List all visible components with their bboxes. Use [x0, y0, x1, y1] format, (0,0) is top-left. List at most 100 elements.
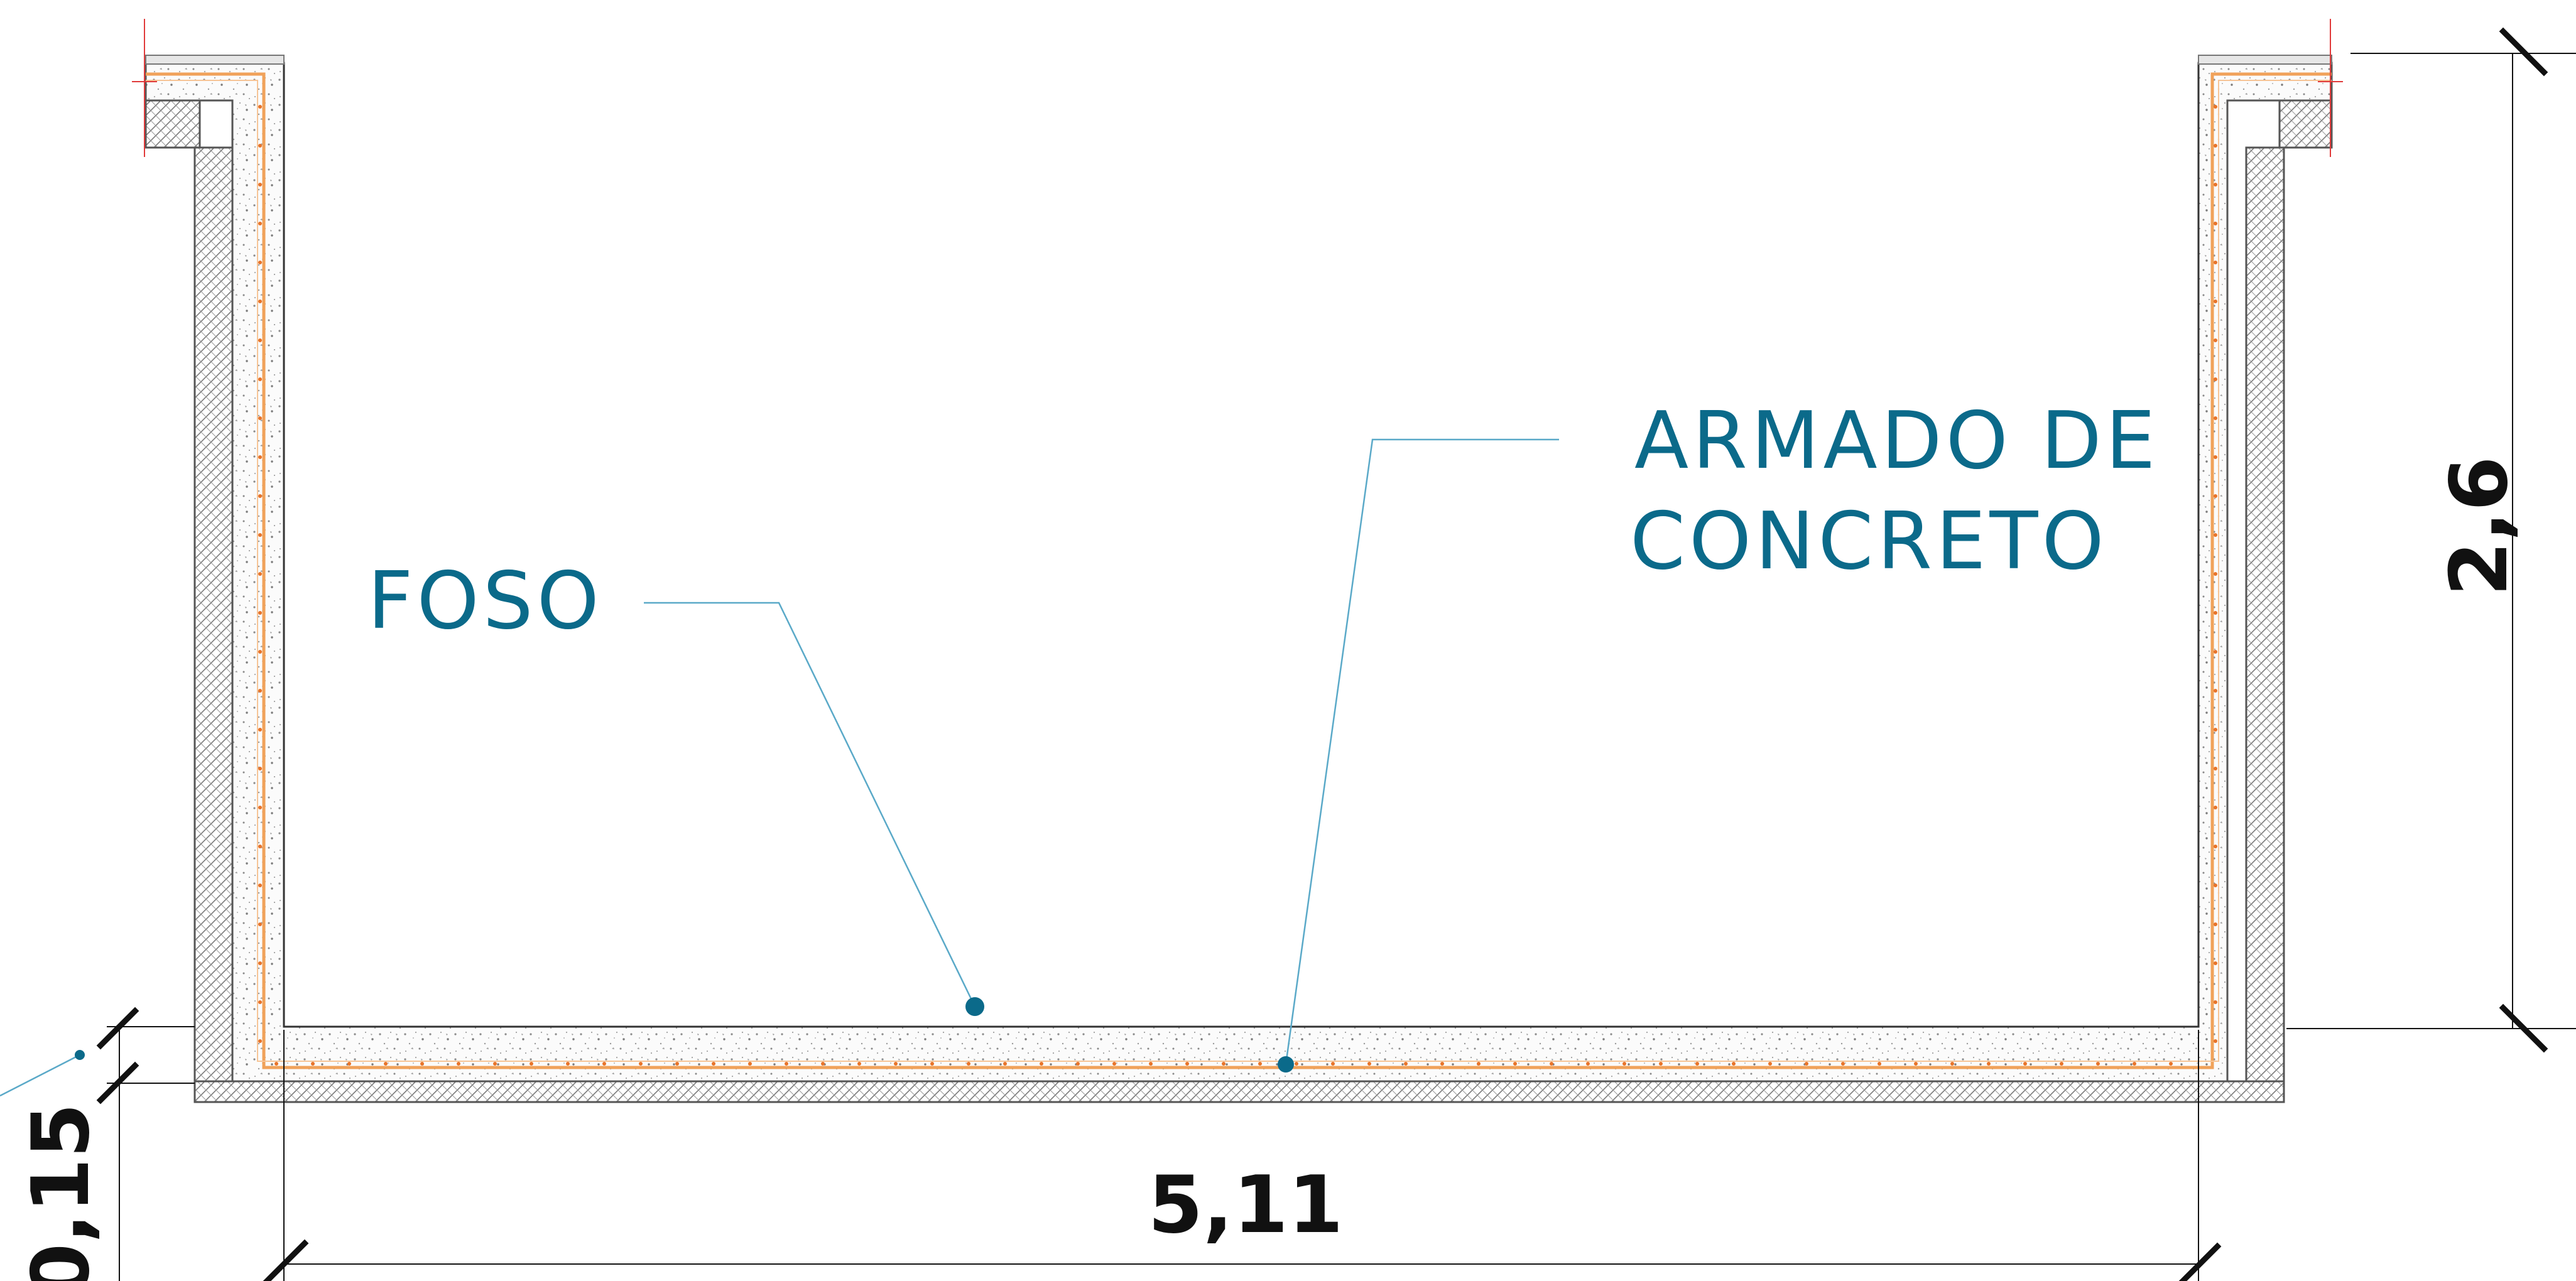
rebar-dot: [1295, 1062, 1298, 1066]
rebar-dot: [530, 1062, 533, 1066]
rebar-dot: [1768, 1062, 1772, 1066]
rebar-dot: [258, 689, 262, 693]
height-dimension-label: 2,6: [2433, 456, 2525, 596]
rebar-dot: [2214, 105, 2217, 109]
rebar-dot: [258, 222, 262, 225]
rebar-dot: [258, 728, 262, 732]
rebar-dot: [1258, 1062, 1262, 1066]
rebar-dot: [1003, 1062, 1007, 1066]
rebar-dot: [2214, 767, 2217, 770]
rebar-dot: [1659, 1062, 1663, 1066]
rebar-dot: [2214, 611, 2217, 615]
rebar-dot: [1732, 1062, 1736, 1066]
width-dimension-label: 5,11: [1148, 1159, 1344, 1251]
rebar-dot: [712, 1062, 715, 1066]
right-cap: [2198, 55, 2332, 65]
armado-label-line2: CONCRETO: [1630, 495, 2108, 587]
rebar-dot: [258, 261, 262, 264]
rebar-dot: [2214, 377, 2217, 381]
rebar-dot: [2214, 494, 2217, 498]
rebar-dot: [2214, 261, 2217, 264]
rebar-dot: [2214, 689, 2217, 693]
rebar-dot: [2214, 222, 2217, 225]
rebar-dot: [2214, 1039, 2217, 1043]
left-cap: [145, 55, 285, 65]
foso-label: FOSO: [367, 554, 603, 647]
rebar-dot: [2060, 1062, 2063, 1066]
slash-tick-icon: [2499, 27, 2548, 77]
rebar-dots: [258, 105, 2217, 1066]
armado-leader-dot-icon: [1278, 1056, 1294, 1073]
rebar-dot: [1586, 1062, 1590, 1066]
rebar-dot: [967, 1062, 970, 1066]
rebar-dot: [2214, 728, 2217, 732]
right-lining-wall: [2245, 146, 2285, 1103]
rebar-dot: [258, 338, 262, 342]
rebar-dot: [1841, 1062, 1845, 1066]
armado-label-line1: ARMADO DE: [1634, 394, 2160, 487]
rebar-dot: [748, 1062, 752, 1066]
rebar-dot: [1914, 1062, 1918, 1066]
rebar-dot: [347, 1062, 351, 1066]
rebar-dot: [2214, 806, 2217, 809]
rebar-dot: [258, 922, 262, 926]
rebar-dot: [2214, 338, 2217, 342]
rebar-dot: [894, 1062, 898, 1066]
rebar-dot: [493, 1062, 497, 1066]
rebar-dot: [258, 183, 262, 186]
rebar-dot: [258, 533, 262, 537]
rebar-dot: [2214, 884, 2217, 887]
rebar-dot: [258, 650, 262, 654]
rebar-dot: [1805, 1062, 1808, 1066]
rebar-dot: [1622, 1062, 1626, 1066]
slash-tick-icon: [96, 1007, 139, 1050]
rebar-dot: [1331, 1062, 1335, 1066]
rebar-dot: [2214, 922, 2217, 926]
rebar-dot: [2214, 845, 2217, 848]
rebar-dot: [457, 1062, 460, 1066]
rebar-dot: [258, 144, 262, 148]
slab-leader-dot-icon: [75, 1050, 85, 1060]
rebar-dot: [785, 1062, 788, 1066]
rebar-dot: [2214, 533, 2217, 537]
rebar-dot: [2214, 455, 2217, 459]
rebar-dot: [1040, 1062, 1043, 1066]
rebar-dot: [2023, 1062, 2027, 1066]
rebar-dot: [857, 1062, 861, 1066]
slash-tick-icon: [2499, 1003, 2548, 1053]
rebar-dot: [2214, 1000, 2217, 1004]
rebar-dot: [1367, 1062, 1371, 1066]
slash-tick-icon: [263, 1239, 309, 1281]
rebar-dot: [258, 377, 262, 381]
rebar-dot: [2214, 961, 2217, 965]
dimension-lines: [107, 53, 2576, 1281]
rebar-dot: [258, 105, 262, 109]
rebar-dot: [258, 611, 262, 615]
rebar-dot: [2214, 650, 2217, 654]
rebar-dot: [1404, 1062, 1408, 1066]
rebar-dot: [384, 1062, 388, 1066]
rebar-dot: [258, 494, 262, 498]
rebar-dot: [1987, 1062, 1991, 1066]
rebar-dot: [1440, 1062, 1444, 1066]
rebar-dot: [2096, 1062, 2100, 1066]
rebar-dot: [1112, 1062, 1116, 1066]
slab-dimension-label: 0,15: [14, 1103, 107, 1281]
rebar-dot: [639, 1062, 643, 1066]
rebar-dot: [1076, 1062, 1080, 1066]
armado-leader-line: [1285, 438, 1559, 1065]
bottom-lining: [193, 1080, 2285, 1103]
inner-face: [283, 63, 2200, 1028]
slash-tick-icon: [2178, 1242, 2222, 1281]
rebar-dot: [258, 416, 262, 420]
axis-marks: [132, 19, 2343, 157]
rebar-dot: [311, 1062, 315, 1066]
left-lining-wall: [193, 146, 234, 1103]
rebar-dot: [258, 1039, 262, 1043]
rebar-dot: [258, 1000, 262, 1004]
rebar-dot: [1185, 1062, 1189, 1066]
rebar-dot: [258, 845, 262, 848]
rebar-dot: [930, 1062, 934, 1066]
rebar-dot: [2214, 144, 2217, 148]
dimension-ticks: [96, 27, 2548, 1281]
